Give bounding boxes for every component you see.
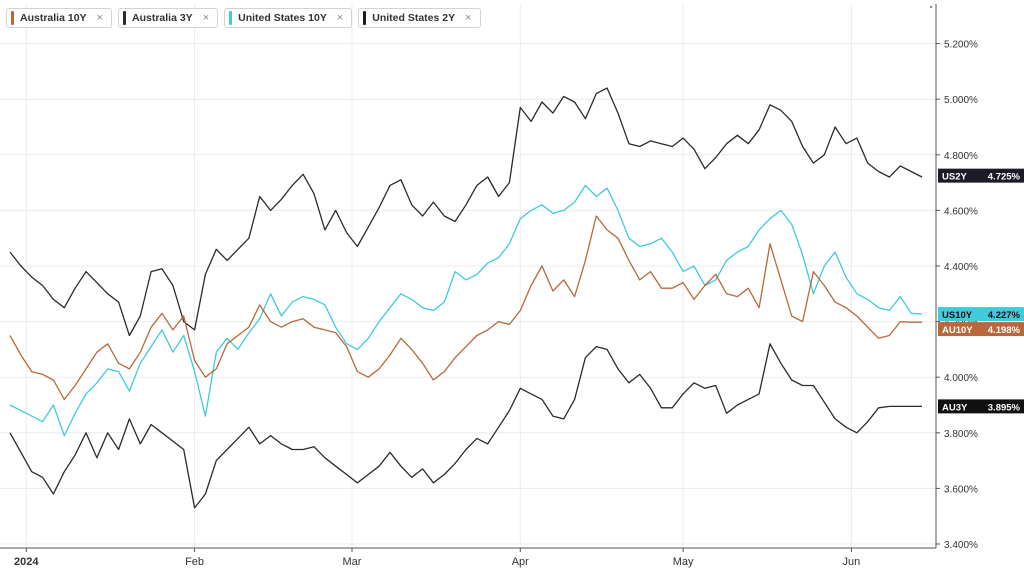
legend-swatch [229,11,233,25]
last-tag-name: US10Y [942,310,973,321]
last-tag-au10y: AU10Y 4.198% [938,322,1024,337]
legend-label: Australia 3Y [131,12,193,24]
last-tag-us10y: US10Y 4.227% [938,307,1024,322]
last-tag-bg [938,399,1024,414]
y-tick-label: 3.600% [944,484,978,495]
series-line-au10y [9,215,922,401]
series-line-us2y [9,87,923,337]
last-tag-bg [938,168,1024,183]
last-tag-bg [938,307,1024,322]
x-tick-label: May [673,556,694,568]
legend-label: United States 2Y [372,12,456,24]
y-tick-label: 5.000% [944,95,978,106]
legend-swatch [11,11,14,25]
series-line-us10y [9,184,923,437]
menu-dot-icon[interactable] [930,6,932,8]
last-tag-value: 4.227% [988,310,1021,321]
last-tag-bg [938,322,1024,337]
close-icon[interactable]: × [96,12,103,24]
y-tick-label: 4.400% [944,262,978,273]
x-tick-label: Feb [185,556,204,568]
legend-chip-united-states-10y[interactable]: United States 10Y × [224,8,353,28]
series-line-au3y [9,343,922,509]
last-tag-name: AU10Y [942,325,973,336]
last-value-tags: US2Y 4.725% US10Y 4.227% AU10Y 4.198% AU3Y 3.89… [938,168,1024,414]
last-tag-au3y: AU3Y 3.895% [938,399,1024,414]
y-tick-label: 5.200% [944,40,978,51]
legend-chip-australia-3y[interactable]: Australia 3Y × [117,8,219,28]
y-tick-label: 4.800% [944,151,978,162]
x-tick-label: Apr [512,556,529,568]
last-tag-value: 3.895% [988,402,1021,413]
chart-grid [0,4,936,548]
y-tick-label: 4.600% [944,206,978,217]
last-tag-name: AU3Y [942,402,968,413]
x-tick-label: 2024 [14,556,39,568]
close-icon[interactable]: × [465,12,472,24]
close-icon[interactable]: × [336,12,344,24]
legend-swatch [122,11,126,25]
y-tick-label: 4.000% [944,373,978,384]
last-tag-us2y: US2Y 4.725% [938,168,1024,183]
x-axis: 2024 Feb Mar Apr May Jun [0,547,936,568]
legend-chip-united-states-2y[interactable]: United States 2Y × [358,8,481,28]
legend-bar: Australia 10Y × Australia 3Y × United St… [6,8,481,28]
last-tag-value: 4.198% [988,325,1021,336]
y-tick-label: 3.400% [944,540,978,551]
chart-series-lines [9,87,923,509]
x-tick-label: Mar [343,556,362,568]
legend-chip-australia-10y[interactable]: Australia 10Y × [6,8,112,28]
y-axis: 3.400%3.600%3.800%4.000%4.200%4.400%4.60… [935,4,978,551]
x-tick-label: Jun [843,556,861,568]
legend-swatch [363,11,367,25]
legend-label: Australia 10Y [20,12,87,24]
y-tick-label: 3.800% [944,429,978,440]
last-tag-value: 4.725% [988,172,1021,183]
close-icon[interactable]: × [202,12,210,24]
last-tag-name: US2Y [942,172,967,183]
legend-label: United States 10Y [238,12,327,24]
